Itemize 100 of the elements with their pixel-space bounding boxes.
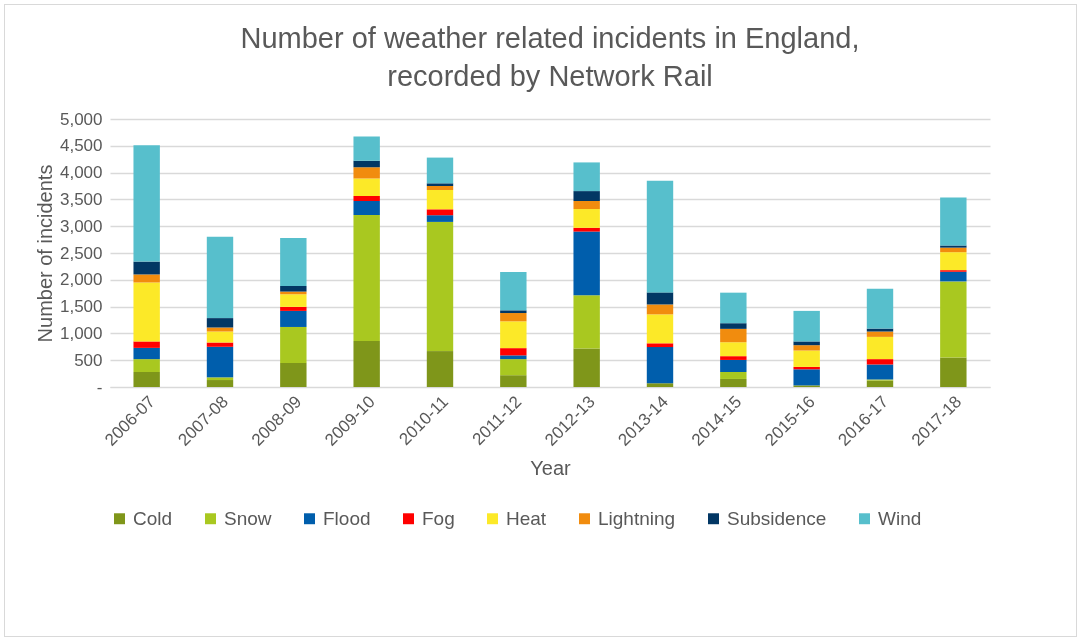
- bar: [280, 294, 307, 307]
- bar: [280, 362, 307, 387]
- y-tick-label: 3,000: [59, 216, 103, 236]
- bar: [866, 364, 894, 380]
- bar: [793, 341, 820, 346]
- bar: [573, 227, 600, 232]
- bar: [866, 288, 894, 329]
- bar: [133, 359, 160, 372]
- legend-label: Wind: [878, 507, 922, 529]
- legend-label: Subsidence: [727, 507, 827, 529]
- bar: [500, 348, 527, 356]
- bar: [133, 341, 160, 348]
- bar: [353, 214, 380, 341]
- bar: [573, 209, 600, 228]
- bar: [280, 306, 307, 311]
- bar: [720, 323, 747, 329]
- bar: [280, 237, 307, 286]
- bar: [426, 209, 454, 216]
- bar: [940, 252, 967, 271]
- bar: [500, 359, 527, 376]
- bar: [940, 357, 967, 387]
- bar: [720, 356, 747, 360]
- y-tick-label: 5,000: [59, 109, 103, 129]
- bar: [133, 261, 160, 275]
- y-tick-label: 2,500: [59, 243, 103, 263]
- bar: [793, 350, 820, 367]
- bar: [866, 359, 894, 365]
- bar: [353, 340, 380, 387]
- bar: [573, 162, 600, 192]
- bar: [646, 292, 674, 305]
- legend-label: Cold: [133, 507, 173, 529]
- bar: [353, 178, 380, 196]
- y-tick-label: 4,000: [59, 163, 103, 183]
- bar: [426, 221, 454, 352]
- bar: [866, 336, 894, 360]
- y-tick-label: 2,000: [59, 270, 103, 290]
- bar: [866, 331, 894, 337]
- bar: [500, 355, 527, 360]
- bar: [793, 369, 820, 386]
- bar: [353, 167, 380, 179]
- bar: [353, 160, 380, 168]
- bar: [500, 321, 527, 349]
- bar: [940, 247, 967, 253]
- bar: [500, 375, 527, 387]
- y-tick-label: -: [96, 377, 103, 397]
- bar: [793, 345, 820, 351]
- legend-label: Flood: [323, 507, 371, 529]
- bar: [720, 328, 747, 343]
- bar: [866, 380, 894, 387]
- bar: [646, 314, 674, 344]
- bar: [646, 180, 674, 293]
- legend-label: Snow: [224, 507, 272, 529]
- bar: [426, 215, 454, 222]
- chart-title: Number of weather related incidents in England, recorded by Network Rail: [240, 22, 860, 92]
- bar: [133, 371, 160, 387]
- bar: [426, 186, 454, 191]
- bar: [280, 326, 307, 363]
- bar: [206, 327, 234, 332]
- bar: [133, 274, 160, 283]
- legend-label: Heat: [506, 507, 547, 529]
- bar: [646, 347, 674, 384]
- bar: [206, 377, 234, 381]
- y-tick-label: 3,500: [59, 189, 103, 209]
- bar: [133, 282, 160, 342]
- bar: [426, 351, 454, 387]
- bar: [866, 328, 894, 332]
- bar: [720, 292, 747, 324]
- bar: [646, 343, 674, 348]
- bar: [793, 310, 820, 342]
- bar: [206, 318, 234, 328]
- bar: [646, 383, 674, 387]
- legend-label: Fog: [422, 507, 455, 529]
- bar: [206, 331, 234, 343]
- bar: [133, 145, 160, 262]
- bar: [500, 313, 527, 322]
- bar: [426, 190, 454, 210]
- y-tick-label: 4,500: [59, 136, 103, 156]
- bar: [280, 285, 307, 292]
- bar: [206, 342, 234, 347]
- bar: [573, 191, 600, 202]
- bar: [206, 380, 234, 387]
- bar: [500, 272, 527, 311]
- bar: [940, 245, 967, 248]
- bar: [500, 310, 527, 314]
- bar: [206, 346, 234, 378]
- bar: [720, 371, 747, 379]
- bar: [720, 378, 747, 387]
- bar: [720, 359, 747, 372]
- y-tick-label: 1,000: [59, 323, 103, 343]
- bar: [573, 295, 600, 349]
- bar: [646, 304, 674, 315]
- bar: [206, 236, 234, 319]
- legend-label: Lightning: [598, 507, 676, 529]
- y-axis-title: Number of incidents: [33, 164, 56, 343]
- bar: [280, 310, 307, 327]
- bar: [133, 347, 160, 360]
- bar: [573, 348, 600, 387]
- bar: [940, 271, 967, 282]
- y-tick-label: 1,500: [59, 297, 103, 317]
- bar: [353, 201, 380, 215]
